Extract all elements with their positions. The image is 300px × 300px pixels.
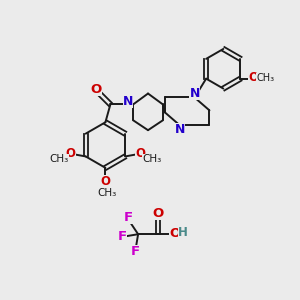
Text: O: O	[248, 71, 258, 84]
Text: O: O	[135, 147, 145, 160]
Text: O: O	[66, 147, 76, 160]
Text: N: N	[175, 123, 185, 136]
Text: N: N	[123, 95, 134, 108]
Text: H: H	[178, 226, 188, 239]
Text: CH₃: CH₃	[142, 154, 161, 164]
Text: O: O	[152, 207, 164, 220]
Text: O: O	[100, 175, 110, 188]
Text: F: F	[124, 211, 133, 224]
Text: O: O	[169, 227, 180, 240]
Text: O: O	[91, 83, 102, 96]
Text: CH₃: CH₃	[256, 73, 274, 83]
Text: F: F	[130, 244, 140, 258]
Text: F: F	[118, 230, 127, 243]
Text: CH₃: CH₃	[49, 154, 69, 164]
Text: CH₃: CH₃	[98, 188, 117, 198]
Text: N: N	[189, 87, 200, 100]
